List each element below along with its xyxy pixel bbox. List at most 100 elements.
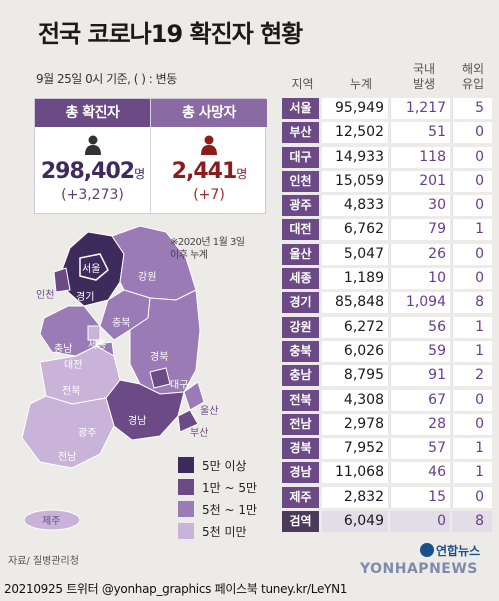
- cell-total: 95,949: [322, 98, 388, 119]
- confirmed-unit: 명: [134, 167, 145, 181]
- watermark: YONHAPNEWS: [360, 561, 478, 577]
- cell-imported: 0: [452, 486, 492, 508]
- cell-domestic: 51: [390, 122, 450, 144]
- cell-domestic: 91: [390, 365, 450, 387]
- person-icon: [84, 135, 101, 155]
- cell-imported: 1: [452, 462, 492, 484]
- cell-imported: 2: [452, 365, 492, 387]
- legend-swatch: [178, 523, 194, 539]
- cell-imported: 1: [452, 438, 492, 460]
- cell-total: 8,795: [322, 365, 388, 387]
- map-label: 충북: [112, 317, 130, 329]
- legend-swatch: [178, 501, 194, 517]
- map-label: 대전: [64, 359, 82, 371]
- header-domestic: 국내 발생: [412, 62, 436, 91]
- logo-text: 연합뉴스: [436, 544, 481, 558]
- confirmed-label: 총 확진자: [35, 99, 150, 127]
- cell-total: 85,848: [322, 292, 388, 314]
- table-row: 전남 2,978 28 0: [282, 413, 494, 437]
- cell-total: 14,933: [322, 146, 388, 168]
- cell-region: 세종: [282, 268, 319, 290]
- legend-label: 1만 ~ 5만: [202, 481, 258, 495]
- cell-region: 전북: [282, 389, 319, 411]
- map-label: 경남: [128, 414, 146, 427]
- cell-region: 검역: [282, 511, 319, 533]
- cell-region: 충북: [282, 340, 319, 362]
- cell-domestic: 1,094: [390, 292, 450, 314]
- cell-domestic: 1,217: [390, 98, 450, 119]
- cell-region: 충남: [282, 365, 319, 387]
- cell-domestic: 59: [390, 340, 450, 362]
- legend-swatch: [178, 479, 194, 495]
- map-label: 전남: [58, 451, 76, 463]
- cell-region: 인천: [282, 170, 319, 192]
- cell-region: 광주: [282, 195, 319, 217]
- cell-total: 1,189: [322, 268, 388, 290]
- table-row: 대전 6,762 79 1: [282, 218, 494, 242]
- cell-imported: 0: [452, 413, 492, 435]
- cell-domestic: 46: [390, 462, 450, 484]
- region-daegu: [149, 367, 171, 389]
- cell-region: 전남: [282, 413, 319, 435]
- cell-region: 경남: [282, 462, 319, 484]
- cell-region: 부산: [282, 122, 319, 144]
- cell-domestic: 57: [390, 438, 450, 460]
- cell-imported: 0: [452, 389, 492, 411]
- cell-domestic: 118: [390, 146, 450, 168]
- cell-imported: 1: [452, 219, 492, 241]
- date-note: 9월 25일 0시 기준, ( ) : 변동: [36, 72, 177, 86]
- map-label: 경기: [76, 290, 94, 303]
- map-label: 전북: [62, 385, 80, 397]
- cell-region: 강원: [282, 316, 319, 338]
- legend-swatch: [178, 457, 194, 473]
- legend-label: 5만 이상: [202, 459, 247, 473]
- cell-imported: 1: [452, 340, 492, 362]
- page-title: 전국 코로나19 확진자 현황: [38, 20, 303, 48]
- person-icon: [201, 135, 217, 155]
- map-label: 경북: [150, 350, 168, 363]
- table-row: 전북 4,308 67 0: [282, 389, 494, 413]
- cell-imported: 0: [452, 195, 492, 217]
- cell-total: 6,272: [322, 316, 388, 338]
- cell-region: 울산: [282, 243, 319, 265]
- cell-total: 15,059: [322, 170, 388, 192]
- region-sejong: [87, 325, 101, 341]
- cell-total: 2,978: [322, 413, 388, 435]
- credit-line: 20210925 트위터 @yonhap_graphics 페이스북 tuney…: [4, 582, 348, 596]
- legend-label: 5천 ~ 1만: [202, 503, 258, 517]
- cell-total: 4,308: [322, 389, 388, 411]
- region-table-body: 서울 95,949 1,217 5 부산 12,502 51 0 대구 14,933 118 0 인천 1…: [282, 97, 494, 534]
- cell-region: 대전: [282, 219, 319, 241]
- cell-region: 서울: [282, 98, 319, 119]
- table-row: 강원 6,272 56 1: [282, 316, 494, 340]
- map-label: 인천: [36, 289, 54, 301]
- cell-total: 6,049: [322, 511, 388, 533]
- cell-total: 7,952: [322, 438, 388, 460]
- cell-imported: 0: [452, 170, 492, 192]
- cell-total: 5,047: [322, 243, 388, 265]
- confirmed-summary: 총 확진자 298,402명 (+3,273): [35, 99, 151, 215]
- cell-imported: 0: [452, 146, 492, 168]
- table-row: 세종 1,189 10 0: [282, 267, 494, 291]
- summary-panel: 총 확진자 298,402명 (+3,273) 총 사망자 2,441명 (+7…: [34, 98, 267, 215]
- region-ulsan: [183, 381, 205, 411]
- map-label: 광주: [78, 427, 96, 439]
- deaths-unit: 명: [236, 167, 247, 181]
- cell-domestic: 201: [390, 170, 450, 192]
- map-label: 제주: [42, 515, 60, 527]
- cell-domestic: 0: [390, 511, 450, 533]
- table-row: 경기 85,848 1,094 8: [282, 291, 494, 315]
- table-row: 충남 8,795 91 2: [282, 364, 494, 388]
- cell-domestic: 28: [390, 413, 450, 435]
- cell-total: 12,502: [322, 122, 388, 144]
- map-label: 세종: [88, 339, 106, 351]
- table-row: 경남 11,068 46 1: [282, 461, 494, 485]
- table-row: 서울 95,949 1,217 5: [282, 97, 494, 121]
- map-label: 강원: [138, 271, 156, 283]
- cell-imported: 1: [452, 316, 492, 338]
- map-label: 서울: [82, 263, 100, 275]
- region-table-header: 지역 누계 국내 발생 해외 유입: [280, 24, 494, 96]
- deaths-delta: (+7): [193, 187, 225, 203]
- region-busan: [177, 409, 199, 433]
